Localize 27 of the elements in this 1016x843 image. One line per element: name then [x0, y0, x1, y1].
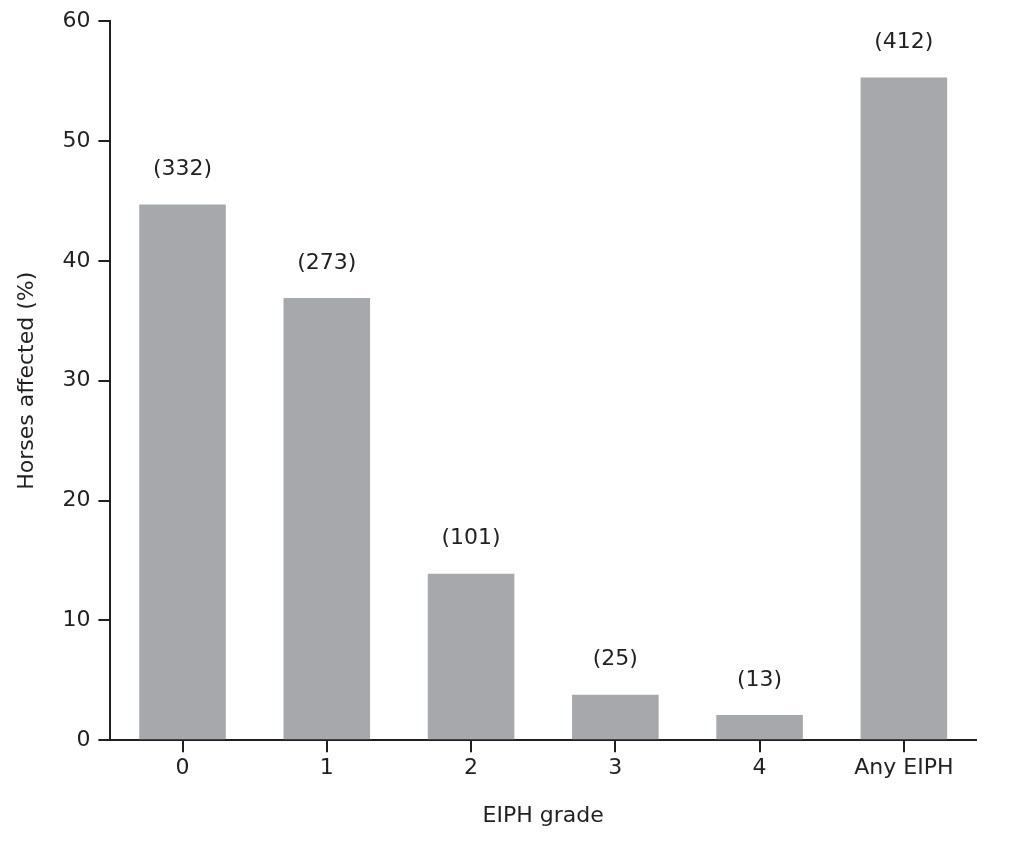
- x-tick-label: 1: [319, 754, 334, 780]
- y-tick-label: 20: [62, 486, 91, 512]
- x-tick-label: 3: [608, 754, 623, 780]
- bar: [572, 694, 659, 740]
- bar: [139, 204, 226, 740]
- y-tick-label: 30: [62, 366, 91, 392]
- x-tick-label: 4: [752, 754, 767, 780]
- y-axis-title: Horses affected (%): [12, 271, 38, 490]
- x-tick-label: 0: [175, 754, 190, 780]
- annotation: (25): [592, 645, 638, 671]
- y-tick-label: 0: [76, 725, 91, 751]
- x-axis-title: EIPH grade: [482, 801, 604, 827]
- bar: [283, 298, 371, 740]
- y-tick-label: 40: [62, 246, 91, 272]
- x-tick-label: 2: [464, 754, 479, 780]
- x-tick-label: Any EIPH: [854, 754, 954, 780]
- y-tick-label: 60: [62, 6, 91, 32]
- annotation: (332): [152, 155, 213, 181]
- bar: [716, 715, 803, 740]
- bar: [860, 77, 948, 740]
- annotation: (412): [874, 28, 934, 54]
- annotation: (273): [297, 248, 357, 274]
- y-tick-label: 10: [62, 606, 91, 632]
- annotation: (101): [441, 524, 501, 550]
- annotation: (13): [737, 665, 783, 691]
- y-tick-label: 50: [62, 126, 91, 152]
- bar: [427, 573, 515, 740]
